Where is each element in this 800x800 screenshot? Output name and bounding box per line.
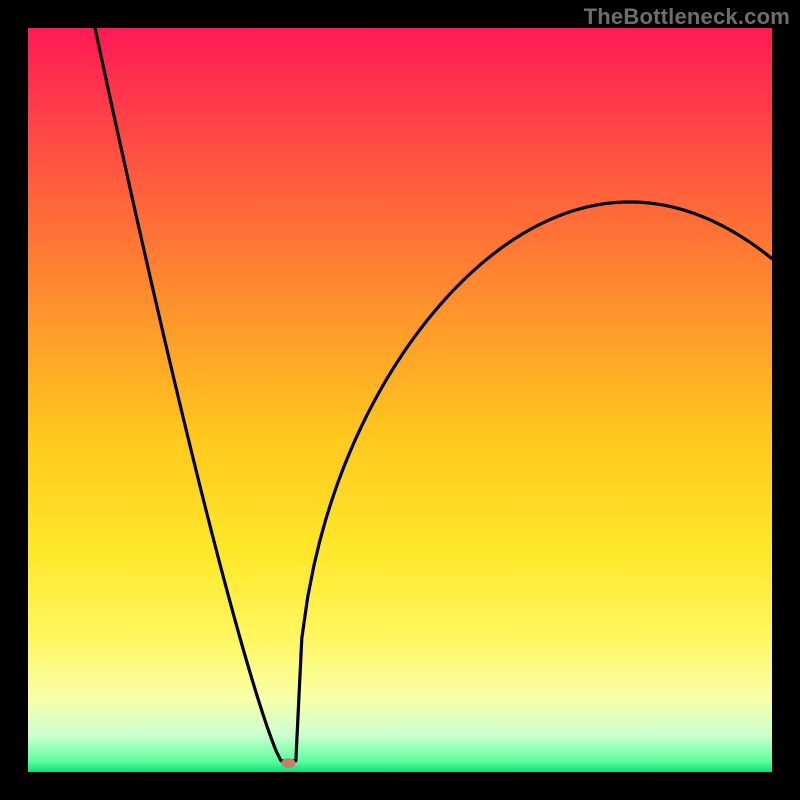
optimum-marker [281, 758, 295, 768]
watermark-text: TheBottleneck.com [584, 4, 790, 30]
plot-background [28, 28, 772, 772]
chart-frame: TheBottleneck.com [0, 0, 800, 800]
bottleneck-chart [0, 0, 800, 800]
